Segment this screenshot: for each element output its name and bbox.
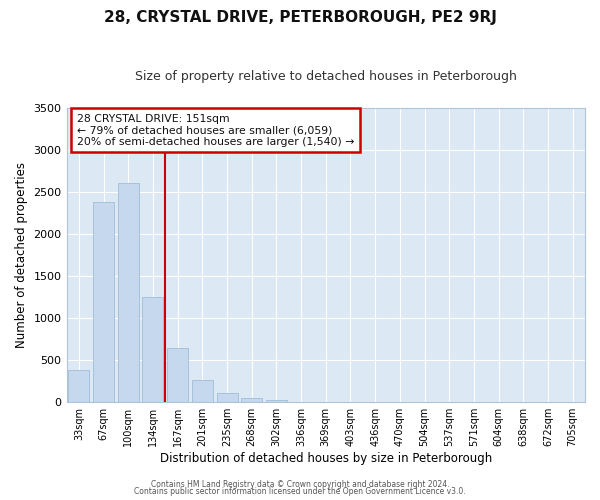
Bar — [266, 400, 287, 402]
Bar — [142, 297, 163, 402]
Bar — [118, 184, 139, 402]
Bar — [68, 370, 89, 402]
X-axis label: Distribution of detached houses by size in Peterborough: Distribution of detached houses by size … — [160, 452, 492, 465]
Bar — [217, 393, 238, 402]
Bar — [167, 348, 188, 402]
Bar — [192, 380, 213, 402]
Y-axis label: Number of detached properties: Number of detached properties — [15, 162, 28, 348]
Title: Size of property relative to detached houses in Peterborough: Size of property relative to detached ho… — [135, 70, 517, 83]
Text: 28 CRYSTAL DRIVE: 151sqm
← 79% of detached houses are smaller (6,059)
20% of sem: 28 CRYSTAL DRIVE: 151sqm ← 79% of detach… — [77, 114, 354, 147]
Text: Contains public sector information licensed under the Open Government Licence v3: Contains public sector information licen… — [134, 487, 466, 496]
Text: Contains HM Land Registry data © Crown copyright and database right 2024.: Contains HM Land Registry data © Crown c… — [151, 480, 449, 489]
Bar — [93, 202, 114, 402]
Bar — [241, 398, 262, 402]
Text: 28, CRYSTAL DRIVE, PETERBOROUGH, PE2 9RJ: 28, CRYSTAL DRIVE, PETERBOROUGH, PE2 9RJ — [104, 10, 496, 25]
